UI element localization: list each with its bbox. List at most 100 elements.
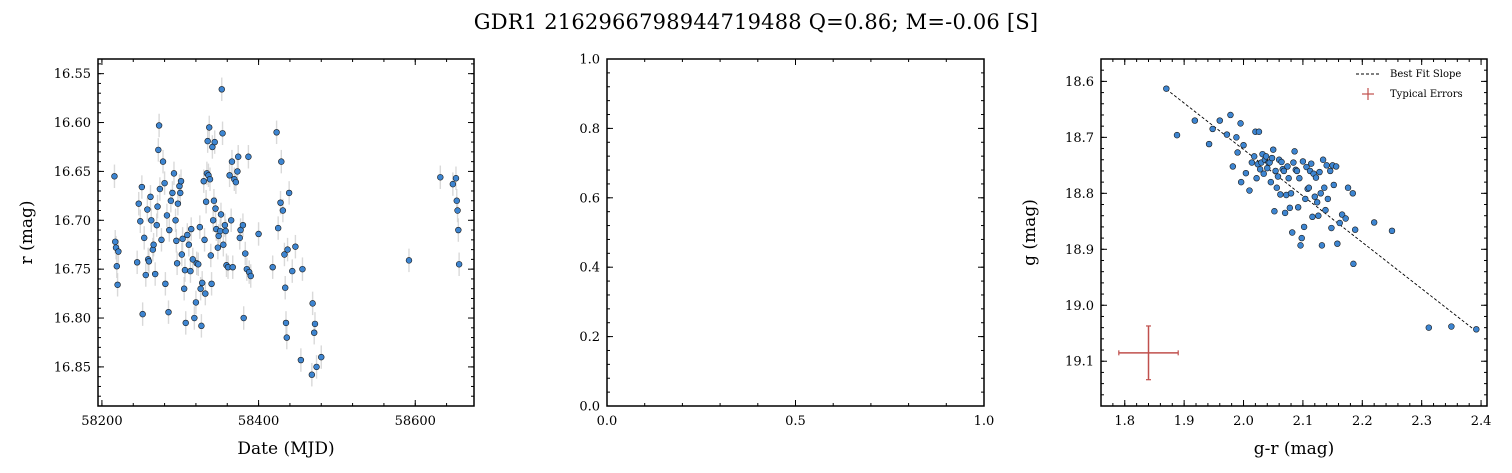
x-tick-label: 58200 (81, 414, 122, 429)
data-point (1338, 211, 1346, 218)
data-point (281, 251, 288, 258)
data-point (189, 256, 196, 263)
data-point (1300, 223, 1308, 231)
data-point (1473, 326, 1480, 333)
data-point (144, 206, 151, 213)
y-tick-label: 16.70 (54, 214, 91, 229)
data-point (158, 236, 165, 244)
data-point (187, 267, 194, 275)
axes-frame (1100, 58, 1488, 407)
best-fit-line (1166, 88, 1476, 331)
data-point (1296, 175, 1303, 182)
data-point (1323, 162, 1330, 169)
data-point (137, 218, 144, 225)
data-point (182, 319, 189, 327)
y-tick-label: 1.0 (579, 53, 600, 68)
data-point (1287, 190, 1295, 197)
data-point (282, 284, 289, 291)
data-point (226, 172, 233, 179)
data-point (308, 371, 316, 378)
legend-label-errors: Typical Errors (1390, 89, 1463, 100)
x-tick-label: 1.0 (974, 414, 995, 429)
data-point (1297, 242, 1304, 249)
data-point (455, 261, 463, 268)
x-tick-label: 58400 (238, 414, 279, 429)
data-point (209, 217, 217, 224)
data-point (1321, 184, 1328, 191)
x-tick-label: 0.0 (597, 414, 618, 429)
data-point (1242, 169, 1250, 177)
data-point (214, 244, 222, 251)
data-point (1305, 184, 1313, 191)
x-axis-label: g-r (mag) (1254, 439, 1335, 459)
data-point (210, 197, 218, 204)
y-tick-label: 0.4 (579, 261, 600, 276)
data-point (1273, 184, 1280, 191)
data-point (1278, 158, 1285, 166)
data-point (217, 227, 224, 235)
data-point (1370, 219, 1378, 226)
data-point (234, 168, 241, 175)
data-point (1248, 159, 1256, 166)
data-layer (1118, 85, 1480, 381)
data-point (161, 179, 168, 187)
data-point (151, 270, 159, 278)
x-tick-label: 1.8 (1114, 414, 1135, 429)
data-point (180, 285, 188, 292)
data-point (145, 258, 153, 265)
legend: Best Fit Slope Typical Errors (1356, 69, 1463, 100)
data-point (1330, 181, 1337, 189)
y-tick-label: 16.60 (54, 116, 91, 131)
data-point (1303, 163, 1310, 171)
data-point (163, 212, 171, 219)
legend-label-fit: Best Fit Slope (1390, 69, 1461, 80)
data-point (114, 281, 121, 288)
data-point (1285, 175, 1292, 182)
data-point (1281, 209, 1289, 217)
data-point (1311, 193, 1318, 200)
data-point (437, 174, 444, 181)
data-point (154, 203, 161, 210)
data-point (309, 300, 316, 307)
y-tick-label: 18.8 (1065, 187, 1094, 202)
data-point (1290, 159, 1297, 166)
data-point (217, 211, 225, 218)
data-point (452, 175, 460, 182)
y-tick-label: 18.7 (1065, 131, 1094, 146)
data-point (1425, 324, 1433, 331)
y-tick-label: 0.2 (579, 330, 600, 345)
x-axis-label: Date (MJD) (237, 439, 334, 459)
data-point (165, 308, 172, 316)
data-point (206, 124, 213, 131)
data-point (222, 227, 229, 235)
data-point (1267, 178, 1275, 186)
data-point (188, 225, 195, 233)
data-point (292, 243, 299, 250)
data-point (1289, 229, 1296, 236)
data-point (170, 170, 178, 177)
data-point (1319, 156, 1327, 163)
data-point (150, 241, 157, 248)
data-point (1350, 260, 1357, 268)
data-point (169, 189, 176, 197)
x-tick-label: 2.4 (1471, 414, 1492, 429)
data-point (153, 221, 160, 229)
data-point (1308, 160, 1315, 167)
data-point (181, 266, 189, 274)
data-point (1260, 170, 1267, 177)
data-point (239, 221, 247, 229)
data-point (1291, 148, 1298, 155)
data-point (135, 200, 142, 207)
data-point (289, 267, 296, 275)
data-point (1280, 167, 1288, 175)
data-point (453, 197, 460, 204)
data-point (1274, 173, 1282, 180)
data-point (111, 173, 118, 180)
data-point (311, 329, 318, 336)
axes-frame (606, 58, 985, 407)
y-tick-label: 19.0 (1065, 299, 1094, 314)
data-point (1298, 234, 1305, 242)
data-point (1312, 174, 1320, 181)
y-tick-label: 16.85 (54, 360, 91, 375)
